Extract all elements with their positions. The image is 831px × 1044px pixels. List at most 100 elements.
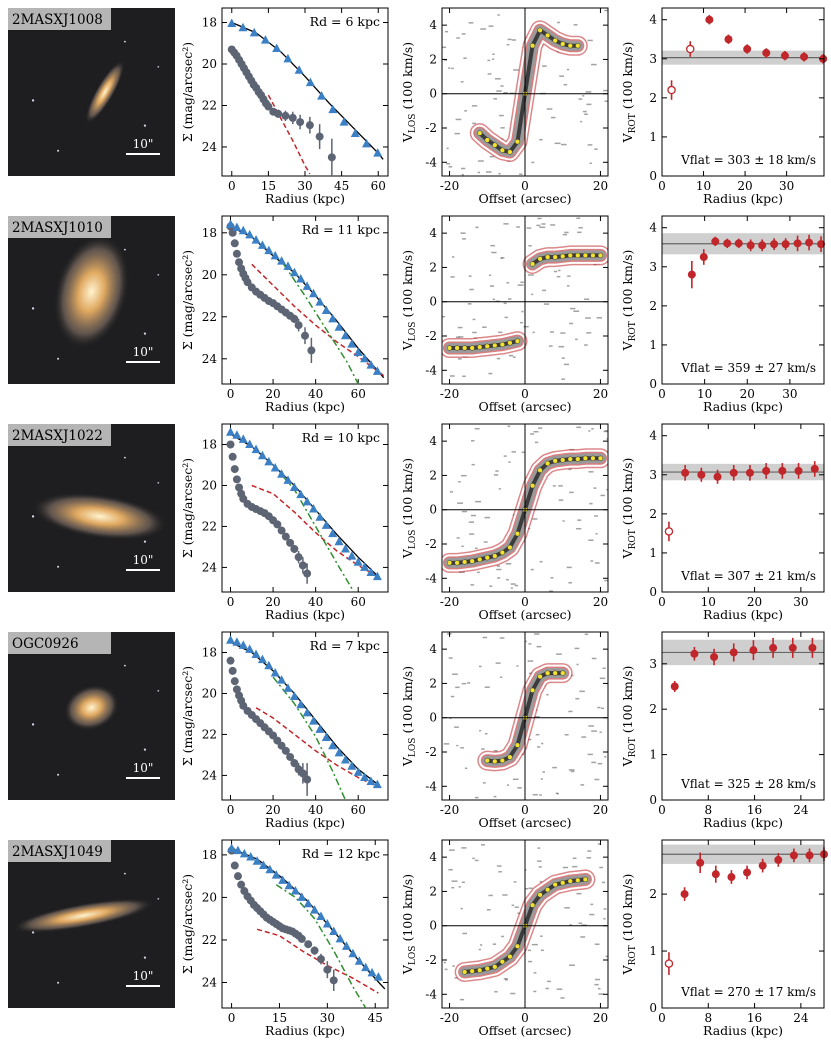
star <box>143 540 147 543</box>
noise-speckle <box>505 979 508 981</box>
noise-speckle <box>570 307 576 310</box>
bulge-component-line <box>255 707 376 787</box>
velocity-point <box>469 558 475 564</box>
gray-point <box>230 677 239 686</box>
noise-speckle <box>540 949 544 952</box>
velocity-point <box>507 754 513 760</box>
noise-speckle <box>576 663 579 666</box>
vflat-annotation: Vflat = 325 ± 28 km/s <box>680 777 816 791</box>
noise-speckle <box>575 697 580 700</box>
velocity-point <box>461 559 468 565</box>
y-axis-label: Σ (mag/arcsec²) <box>180 458 195 558</box>
noise-speckle <box>468 521 475 523</box>
blue-triangle-point <box>233 845 243 855</box>
blue-triangle-point <box>257 654 267 664</box>
noise-speckle <box>538 427 543 429</box>
noise-speckle <box>511 451 517 453</box>
noise-speckle <box>472 331 477 334</box>
noise-speckle <box>573 310 580 312</box>
noise-speckle <box>563 83 568 86</box>
noise-speckle <box>488 372 493 375</box>
velocity-point <box>507 953 513 960</box>
y-tick-label: 18 <box>202 645 217 659</box>
noise-speckle <box>552 485 556 487</box>
velocity-point <box>575 456 581 462</box>
noise-speckle <box>489 155 495 158</box>
scale-bar-label: 10" <box>133 761 154 775</box>
y-tick-label: 2 <box>429 52 437 66</box>
noise-speckle <box>582 110 587 113</box>
pv-plot-area <box>442 217 608 380</box>
blue-triangle-point <box>315 512 325 521</box>
gray-point <box>281 111 290 120</box>
gray-point <box>329 976 338 985</box>
velocity-point <box>544 670 551 676</box>
vrot-point <box>697 470 706 479</box>
y-tick-label: 1 <box>649 748 657 762</box>
noise-speckle <box>564 907 570 909</box>
noise-speckle <box>461 545 464 548</box>
velocity-point <box>597 252 604 259</box>
velocity-point <box>575 43 581 49</box>
y-tick-label: -4 <box>425 987 437 1001</box>
noise-speckle <box>497 14 500 16</box>
velocity-point <box>544 887 551 893</box>
galaxy <box>53 234 130 349</box>
y-axis-label-sub: ROT <box>628 945 638 965</box>
x-tick-label: 0 <box>521 179 529 193</box>
noise-speckle <box>489 285 495 287</box>
noise-speckle <box>535 733 540 736</box>
noise-speckle <box>461 847 467 849</box>
x-tick-label: 8 <box>704 803 712 817</box>
noise-speckle <box>581 924 587 926</box>
noise-speckle <box>562 233 568 236</box>
y-axis-label-unit: (100 km/s) <box>620 874 635 946</box>
blue-triangle-point <box>360 353 370 363</box>
vrot-point <box>699 253 708 262</box>
blue-triangle-point <box>264 456 274 466</box>
noise-speckle <box>474 547 478 550</box>
x-tick-label: 0 <box>228 1011 236 1025</box>
vrot-point <box>781 240 790 249</box>
velocity-point <box>492 553 498 559</box>
x-tick-label: 10 <box>696 179 711 193</box>
model-line <box>231 847 386 990</box>
noise-speckle <box>443 961 446 964</box>
blue-triangle-point <box>277 469 287 478</box>
gray-point <box>298 561 307 570</box>
y-tick-label: 0 <box>649 169 657 183</box>
noise-speckle <box>586 857 592 859</box>
noise-speckle <box>532 518 538 520</box>
noise-speckle <box>526 227 532 229</box>
noise-speckle <box>500 85 504 87</box>
velocity-point <box>552 254 558 260</box>
gray-point <box>281 746 290 755</box>
blue-triangle-point <box>246 852 256 861</box>
vrot-point-open <box>664 959 674 968</box>
noise-speckle <box>562 520 565 522</box>
rd-annotation: Rd = 7 kpc <box>310 638 380 653</box>
y-tick-label: -4 <box>425 363 437 377</box>
noise-speckle <box>481 748 485 750</box>
y-tick-label: 4 <box>649 429 657 443</box>
vrot-point <box>778 466 787 475</box>
noise-speckle <box>537 847 541 849</box>
vrot-point <box>774 855 783 864</box>
noise-speckle <box>450 695 455 698</box>
x-axis-label: Radius (kpc) <box>265 191 345 206</box>
gray-point <box>228 452 237 461</box>
noise-speckle <box>540 935 543 937</box>
gray-point <box>303 569 312 578</box>
noise-speckle <box>474 427 480 430</box>
velocity-point <box>461 345 468 351</box>
noise-speckle <box>584 344 588 346</box>
noise-speckle <box>556 653 562 655</box>
y-tick-label: 18 <box>202 437 217 451</box>
axes-frame <box>661 631 825 801</box>
axes-frame <box>661 839 825 1009</box>
gray-point <box>230 861 239 870</box>
noise-speckle <box>533 430 539 433</box>
blue-triangle-point <box>321 520 331 529</box>
y-axis-label-sub: ROT <box>628 737 638 757</box>
velocity-point <box>492 342 498 349</box>
